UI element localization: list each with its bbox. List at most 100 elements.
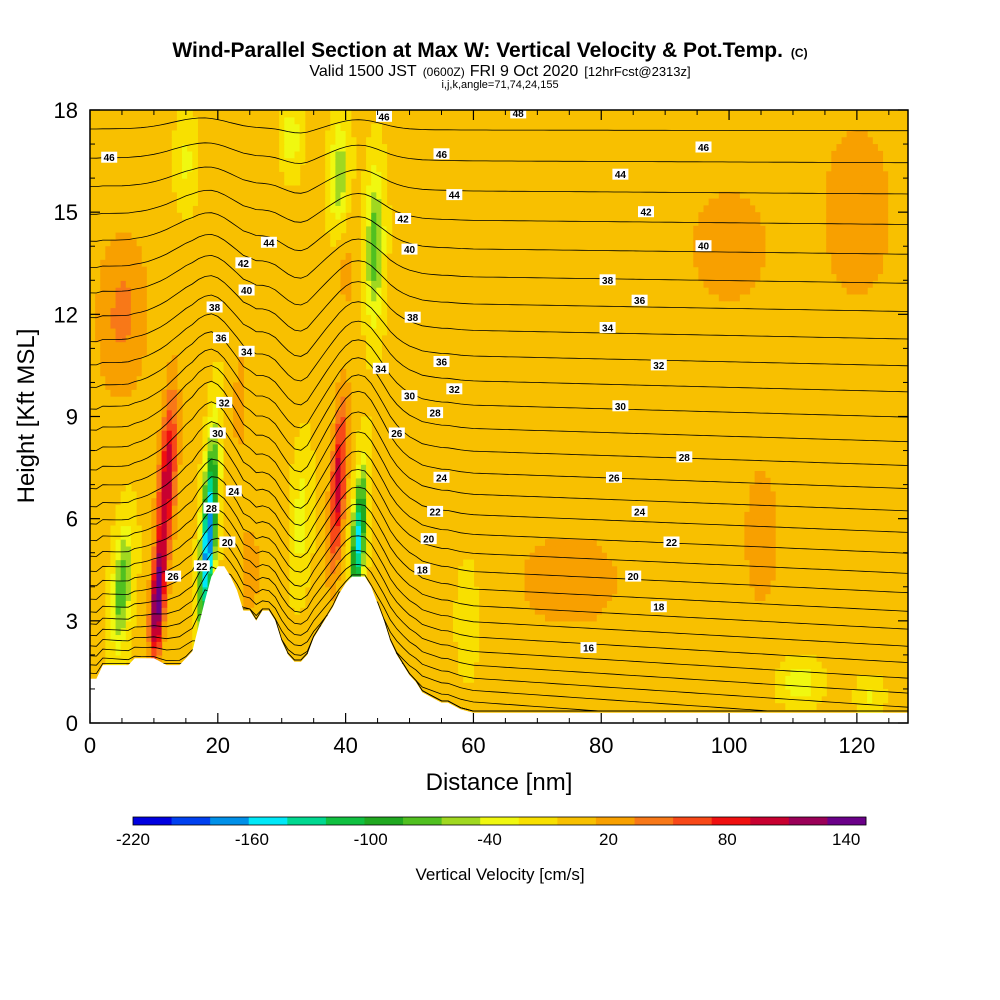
velocity-cell <box>386 225 393 234</box>
velocity-cell <box>105 648 112 656</box>
velocity-cell <box>130 321 137 329</box>
velocity-cell <box>136 552 142 561</box>
contour-label: 38 <box>599 274 616 287</box>
velocity-cell <box>299 150 306 159</box>
velocity-cell <box>284 137 290 145</box>
velocity-cell <box>693 225 699 234</box>
velocity-cell <box>376 314 383 322</box>
velocity-cell <box>120 566 127 574</box>
velocity-cell <box>125 239 132 247</box>
velocity-cell <box>187 137 193 145</box>
velocity-cell <box>713 246 720 254</box>
velocity-cell <box>458 593 464 601</box>
velocity-cell <box>110 586 117 595</box>
velocity-cell <box>176 157 183 166</box>
velocity-cell <box>151 518 158 527</box>
velocity-cell <box>810 682 817 690</box>
velocity-cell <box>166 396 173 404</box>
velocity-cell <box>831 184 838 193</box>
velocity-cell <box>212 484 219 493</box>
velocity-cell <box>366 470 372 479</box>
velocity-cell <box>841 191 848 200</box>
velocity-cell <box>831 205 838 213</box>
velocity-cell <box>555 593 561 601</box>
velocity-cell <box>136 539 142 547</box>
velocity-cell <box>187 130 193 138</box>
velocity-cell <box>161 443 168 452</box>
velocity-cell <box>130 382 137 390</box>
velocity-cell <box>340 477 347 486</box>
velocity-cell <box>872 178 878 186</box>
velocity-cell <box>851 157 858 166</box>
velocity-cell <box>468 600 475 608</box>
velocity-cell <box>325 137 331 145</box>
velocity-cell <box>355 450 362 458</box>
svg-text:46: 46 <box>698 143 710 154</box>
velocity-cell <box>299 116 306 125</box>
velocity-cell <box>120 593 127 601</box>
velocity-cell <box>877 150 884 159</box>
velocity-cell <box>560 600 567 608</box>
velocity-cell <box>187 212 193 220</box>
velocity-cell <box>805 695 812 704</box>
velocity-cell <box>749 573 756 581</box>
velocity-cell <box>355 505 362 513</box>
velocity-cell <box>360 239 367 247</box>
velocity-cell <box>872 144 878 152</box>
velocity-cell <box>330 545 336 554</box>
velocity-cell <box>202 484 209 493</box>
svg-text:48: 48 <box>513 109 525 120</box>
velocity-cell <box>800 695 807 704</box>
velocity-cell <box>458 668 464 676</box>
velocity-cell <box>248 552 255 561</box>
velocity-cell <box>856 205 863 213</box>
velocity-cell <box>146 614 152 622</box>
velocity-cell <box>877 157 884 166</box>
velocity-cell <box>749 579 756 588</box>
velocity-cell <box>366 246 372 254</box>
velocity-cell <box>371 321 377 329</box>
velocity-cell <box>299 436 306 445</box>
velocity-cell <box>350 150 357 159</box>
velocity-cell <box>836 266 843 275</box>
velocity-cell <box>749 266 756 275</box>
velocity-cell <box>790 702 797 710</box>
velocity-cell <box>325 552 331 561</box>
velocity-cell <box>161 579 168 588</box>
velocity-cell <box>238 396 244 404</box>
velocity-cell <box>166 491 173 499</box>
velocity-cell <box>253 559 260 567</box>
velocity-cell <box>872 273 878 281</box>
velocity-cell <box>718 212 725 220</box>
velocity-cell <box>294 164 301 172</box>
velocity-cell <box>376 184 383 193</box>
velocity-cell <box>371 287 377 295</box>
velocity-cell <box>166 579 173 588</box>
velocity-cell <box>360 552 367 561</box>
velocity-cell <box>202 477 209 486</box>
velocity-cell <box>371 253 377 261</box>
velocity-cell <box>452 634 459 642</box>
velocity-cell <box>856 259 863 268</box>
velocity-cell <box>366 457 372 465</box>
velocity-cell <box>877 225 884 234</box>
velocity-cell <box>207 464 214 472</box>
contour-label: 24 <box>433 471 450 484</box>
velocity-cell <box>856 150 863 159</box>
velocity-cell <box>182 123 188 132</box>
velocity-cell <box>759 498 766 506</box>
velocity-cell <box>867 259 873 268</box>
velocity-cell <box>304 484 311 493</box>
velocity-cell <box>366 218 372 227</box>
x-tick-label: 20 <box>206 733 230 758</box>
velocity-cell <box>340 137 347 145</box>
velocity-cell <box>340 450 347 458</box>
velocity-cell <box>345 409 352 418</box>
velocity-cell <box>524 573 531 581</box>
velocity-cell <box>125 273 132 281</box>
isentrope <box>90 331 908 418</box>
velocity-cell <box>565 566 572 574</box>
velocity-cell <box>718 253 725 261</box>
velocity-cell <box>335 477 342 486</box>
